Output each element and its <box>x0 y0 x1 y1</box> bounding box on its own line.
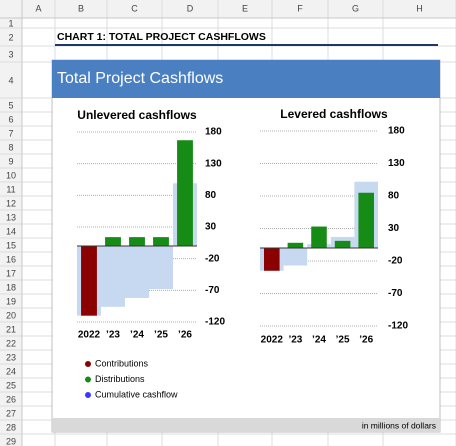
y-tick-label: -120 <box>205 317 225 328</box>
column-header-bar <box>0 0 456 18</box>
bar <box>153 237 169 246</box>
bar <box>81 246 97 316</box>
y-tick-label: -70 <box>205 285 220 296</box>
column-header: H <box>416 3 423 13</box>
row-header: 20 <box>6 310 16 320</box>
row-header: 17 <box>6 268 16 278</box>
footnote: in millions of dollars <box>362 420 436 430</box>
row-header: 28 <box>6 422 16 432</box>
chart-title: Levered cashflows <box>280 107 388 121</box>
cumulative-area <box>125 246 149 298</box>
x-tick-label: ’24 <box>312 335 326 346</box>
bar <box>105 237 121 246</box>
row-header: 26 <box>6 394 16 404</box>
cumulative-area <box>101 246 125 307</box>
bar <box>177 140 193 246</box>
y-tick-label: -20 <box>205 253 220 264</box>
column-header: G <box>352 3 359 13</box>
x-tick-label: 2022 <box>261 335 284 346</box>
column-header: C <box>131 3 138 13</box>
row-header: 10 <box>6 170 16 180</box>
row-header: 12 <box>6 198 16 208</box>
row-header: 15 <box>6 240 16 250</box>
column-header: A <box>35 3 41 13</box>
row-header: 27 <box>6 408 16 418</box>
x-tick-label: ’24 <box>130 330 144 341</box>
bar <box>334 240 351 248</box>
row-header: 19 <box>6 296 16 306</box>
cumulative-area <box>149 246 173 290</box>
y-tick-label: -120 <box>388 321 408 332</box>
row-header: 29 <box>6 436 16 446</box>
row-header: 16 <box>6 254 16 264</box>
bar <box>287 242 304 248</box>
y-tick-label: 30 <box>205 222 217 233</box>
legend-label: Cumulative cashflow <box>95 389 178 399</box>
row-header: 1 <box>8 18 13 28</box>
row-header: 14 <box>6 226 16 236</box>
bar <box>358 192 374 248</box>
y-tick-label: 130 <box>205 158 222 169</box>
x-tick-label: ’23 <box>106 330 120 341</box>
legend-marker <box>85 392 91 398</box>
y-tick-label: 130 <box>388 158 405 169</box>
sheet-header: CHART 1: TOTAL PROJECT CASHFLOWS <box>57 31 266 43</box>
row-header: 7 <box>8 128 13 138</box>
y-tick-label: -20 <box>388 256 403 267</box>
x-tick-label: ’23 <box>288 335 302 346</box>
y-tick-label: -70 <box>388 288 403 299</box>
x-tick-label: ’25 <box>336 335 350 346</box>
row-header: 21 <box>6 324 16 334</box>
row-header: 23 <box>6 352 16 362</box>
legend-label: Contributions <box>95 358 149 368</box>
footer-bar <box>52 418 440 432</box>
legend-marker <box>85 361 91 367</box>
row-header-bar <box>0 0 22 446</box>
x-tick-label: ’26 <box>178 330 192 341</box>
row-header: 9 <box>8 156 13 166</box>
y-tick-label: 180 <box>388 126 405 137</box>
column-header: F <box>297 3 303 13</box>
row-header: 24 <box>6 366 16 376</box>
legend-label: Distributions <box>95 374 145 384</box>
x-tick-label: 2022 <box>78 330 101 341</box>
row-header: 18 <box>6 282 16 292</box>
x-tick-label: ’26 <box>359 335 373 346</box>
column-header: B <box>78 3 84 13</box>
bar <box>129 237 145 246</box>
row-header: 22 <box>6 338 16 348</box>
row-header: 25 <box>6 380 16 390</box>
y-tick-label: 80 <box>388 191 400 202</box>
chart-title: Unlevered cashflows <box>77 108 197 122</box>
row-header: 13 <box>6 212 16 222</box>
row-header: 5 <box>8 100 13 110</box>
bar <box>311 226 327 248</box>
legend-marker <box>85 376 91 383</box>
column-header: D <box>187 3 194 13</box>
row-header: 3 <box>8 49 13 59</box>
column-header: E <box>242 3 248 13</box>
y-tick-label: 180 <box>205 127 222 138</box>
row-header: 6 <box>8 114 13 124</box>
row-header: 8 <box>8 142 13 152</box>
banner-title: Total Project Cashflows <box>57 70 223 87</box>
cumulative-area <box>283 248 308 266</box>
row-header: 2 <box>8 32 13 42</box>
bar <box>264 248 280 271</box>
y-tick-label: 80 <box>205 190 217 201</box>
row-header: 11 <box>6 184 15 194</box>
row-header: 4 <box>8 75 13 85</box>
x-tick-label: ’25 <box>154 330 168 341</box>
chart-banner <box>52 60 440 98</box>
y-tick-label: 30 <box>388 223 400 234</box>
